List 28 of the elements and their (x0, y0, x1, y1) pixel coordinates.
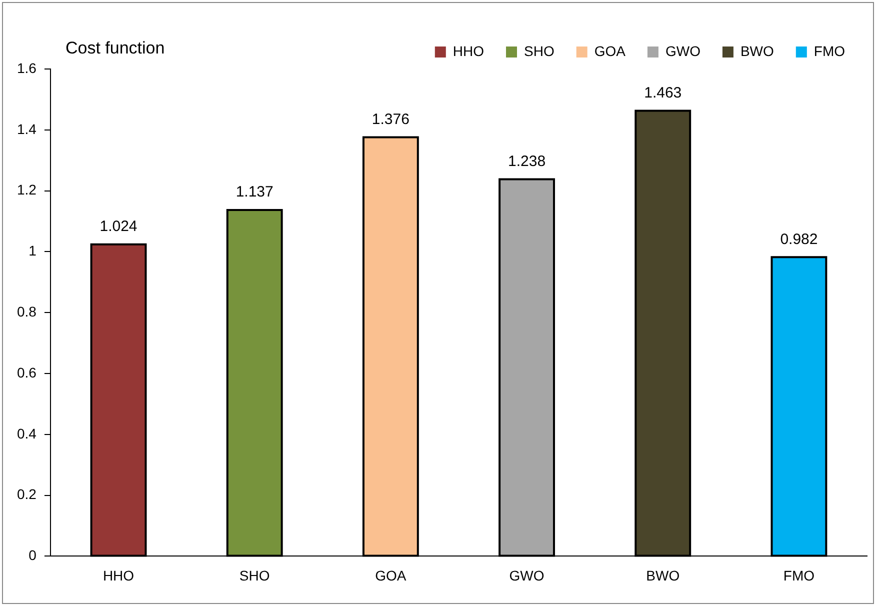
legend-label: FMO (814, 42, 846, 59)
y-tick-label: 0.4 (16, 425, 37, 442)
y-tick-label: 0.6 (16, 364, 37, 380)
data-label: 1.376 (372, 110, 410, 128)
y-tick-label: 0 (28, 547, 37, 564)
data-label: 1.463 (644, 84, 682, 102)
x-tick-label: BWO (646, 567, 680, 584)
y-tick-label: 1.4 (16, 120, 37, 137)
y-tick-label: 0.2 (16, 486, 37, 502)
legend-label: GWO (665, 42, 701, 59)
y-tick-label: 1.2 (16, 182, 37, 198)
legend-label: SHO (524, 42, 554, 59)
y-tick-label: 0.8 (16, 303, 37, 320)
y-axis-title: Cost function (65, 38, 165, 58)
y-tick-label: 1.6 (16, 60, 37, 76)
x-tick-label: SHO (239, 567, 270, 584)
x-tick-label: FMO (783, 567, 815, 584)
legend-label: BWO (740, 42, 774, 59)
x-tick-label: HHO (102, 567, 134, 584)
data-label: 1.024 (100, 218, 138, 236)
data-label: 1.238 (508, 152, 546, 170)
x-tick-label: GOA (375, 567, 407, 584)
legend-label: GOA (594, 42, 626, 59)
legend-label: HHO (452, 42, 484, 59)
data-label: 1.137 (236, 184, 274, 201)
y-tick-label: 1 (28, 242, 37, 259)
data-label: 0.982 (780, 230, 818, 248)
x-tick-label: GWO (509, 567, 544, 584)
